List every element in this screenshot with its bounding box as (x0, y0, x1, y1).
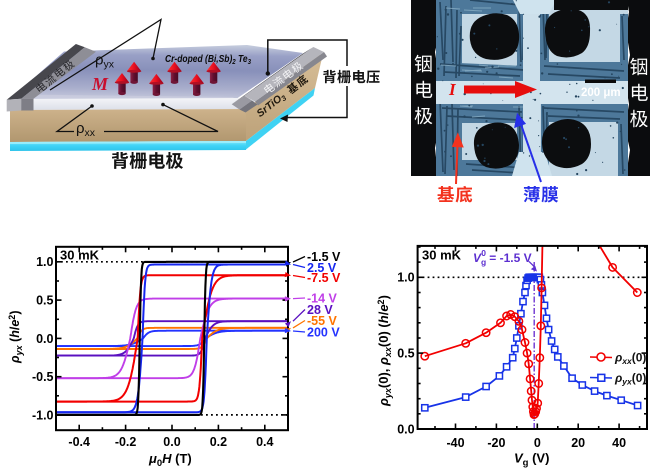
svg-text:0.5: 0.5 (397, 347, 414, 361)
svg-text:-55 V: -55 V (307, 314, 338, 328)
svg-text:1.0: 1.0 (397, 271, 414, 285)
svg-text:40: 40 (612, 436, 626, 450)
svg-text:2.5 V: 2.5 V (307, 261, 337, 275)
svg-text:-7.5 V: -7.5 V (307, 271, 341, 285)
svg-text:-20: -20 (487, 436, 505, 450)
svg-text:0: 0 (534, 436, 541, 450)
svg-text:0.0: 0.0 (36, 332, 53, 346)
svg-text:-0.2: -0.2 (115, 435, 137, 449)
svg-text:-1.5 V: -1.5 V (307, 250, 341, 264)
svg-text:-40: -40 (446, 436, 464, 450)
svg-text:0.0: 0.0 (397, 422, 414, 436)
svg-text:Vg (V): Vg (V) (514, 451, 549, 469)
svg-text:-0.4: -0.4 (68, 435, 90, 449)
svg-text:ρyx(0): ρyx(0) (614, 371, 646, 387)
svg-text:0.0: 0.0 (163, 435, 180, 449)
svg-text:M: M (91, 74, 109, 94)
svg-text:Cr-doped (Bi,Sb)2 Te3: Cr-doped (Bi,Sb)2 Te3 (165, 54, 251, 66)
svg-text:-1.0: -1.0 (32, 408, 54, 422)
svg-text:Vg0 = -1.5 V: Vg0 = -1.5 V (473, 248, 532, 267)
svg-text:0.2: 0.2 (210, 435, 227, 449)
svg-text:28 V: 28 V (307, 303, 333, 317)
svg-text:ρyx(0), ρxx(0) (h/e2): ρyx(0), ρxx(0) (h/e2) (376, 295, 393, 407)
svg-text:-0.5: -0.5 (32, 370, 54, 384)
svg-text:0.5: 0.5 (36, 294, 53, 308)
svg-text:I: I (448, 80, 457, 99)
svg-text:ρxx(0): ρxx(0) (614, 351, 646, 367)
svg-text:200 μm: 200 μm (581, 87, 621, 99)
svg-text:30 mK: 30 mK (60, 248, 100, 263)
svg-text:200 V: 200 V (307, 326, 340, 340)
svg-text:20: 20 (571, 436, 585, 450)
svg-text:-14 V: -14 V (307, 292, 338, 306)
svg-text:1.0: 1.0 (36, 255, 53, 269)
svg-text:0.4: 0.4 (256, 435, 273, 449)
svg-text:30 mK: 30 mK (422, 248, 462, 263)
